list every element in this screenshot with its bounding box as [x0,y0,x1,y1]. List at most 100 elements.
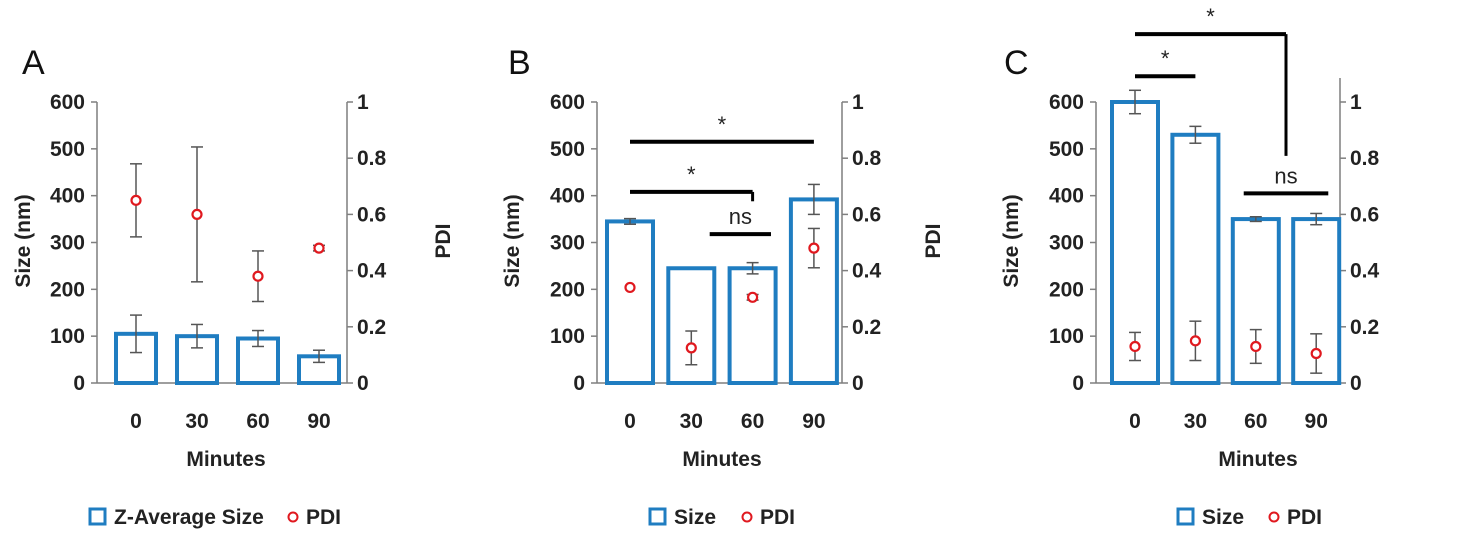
legend-bar-swatch-a [88,507,107,526]
y2-tick-label: 0 [357,372,369,395]
plot-area-a: 0 100 200 300 400 500 600 0 0.2 0.4 0.6 0.8 1 0 30 60 90 [50,91,387,433]
y-tick-label: 400 [550,185,585,208]
legend-size-label-a: Z-Average Size [114,506,264,529]
size-bar [605,219,655,385]
pdi-point [685,342,697,354]
significance-label: * [687,162,696,187]
pdi-point [808,242,820,254]
significance-label: * [718,112,727,137]
panel-a: A 0 100 200 300 400 500 600 0 0.2 0.4 0.6 0.8 1 0 30 60… [12,44,455,529]
panel-label-b: B [508,44,531,82]
y2-tick-label: 0.8 [1350,147,1380,170]
y-tick-label: 600 [50,91,85,114]
y-tick-label: 500 [550,138,585,161]
y-tick-label: 200 [50,278,85,301]
x-tick-label: 90 [307,410,330,433]
y2-tick-label: 0.6 [852,203,881,226]
y2-tick-label: 0 [1350,372,1362,395]
y-tick-label: 300 [550,232,585,255]
x-tick-label: 0 [1129,410,1141,433]
x-tick-label: 30 [1184,410,1207,433]
significance-label: ns [1274,163,1297,188]
legend-size-label-b: Size [674,506,716,529]
y2-tick-label: 0.4 [1350,260,1380,283]
y2-tick-label: 0.2 [1350,316,1379,339]
legend-bar-swatch-c [1176,507,1195,526]
legend-pdi-label-a: PDI [306,506,341,529]
y-tick-label: 200 [1049,278,1084,301]
y2-axis-title-a: PDI [432,223,455,258]
y2-tick-label: 0 [852,372,864,395]
panel-label-c: C [1004,44,1029,82]
legend-size-label-c: Size [1202,506,1244,529]
pdi-point [1189,335,1202,347]
x-axis-title-c: Minutes [1218,448,1297,471]
y-tick-label: 0 [73,372,85,395]
size-bar [666,266,717,385]
y2-tick-label: 0.4 [357,260,387,283]
y2-tick-label: 0.8 [852,147,882,170]
significance-label: * [1161,46,1170,71]
y2-tick-label: 1 [852,91,864,114]
y-tick-label: 400 [50,185,85,208]
panel-b: B 0 100 200 300 400 500 600 0 0.2 0.4 0.6 0.8 1 0 30 60… [501,44,945,529]
y-tick-label: 600 [1049,91,1084,114]
y-tick-label: 600 [550,91,585,114]
y-axis-title-a: Size (nm) [12,194,35,287]
y-tick-label: 100 [550,325,585,348]
x-tick-label: 30 [185,410,208,433]
plot-area-b: 0 100 200 300 400 500 600 0 0.2 0.4 0.6 0.8 1 0 30 60 90… [550,91,882,433]
pdi-point [624,281,636,294]
y2-tick-label: 0.6 [357,203,386,226]
significance-label: ns [729,204,752,229]
y-axis-title-b: Size (nm) [501,194,524,287]
pdi-point [313,242,325,254]
y2-axis-title-b: PDI [922,223,945,258]
y-tick-label: 400 [1049,185,1084,208]
y-tick-label: 100 [50,325,85,348]
pdi-point [130,194,142,206]
legend-pdi-label-b: PDI [760,506,795,529]
y2-tick-label: 1 [1350,91,1362,114]
x-tick-label: 30 [680,410,703,433]
y-tick-label: 300 [1049,232,1084,255]
x-axis-title-a: Minutes [186,448,265,471]
panel-label-a: A [22,44,45,82]
x-tick-label: 0 [624,410,636,433]
y2-tick-label: 0.6 [1350,203,1379,226]
y2-tick-label: 0.2 [357,316,386,339]
legend-pdi-marker-c [1268,511,1280,523]
legend-bar-swatch-b [648,507,667,526]
legend-pdi-marker-b [741,511,753,523]
legend-pdi-marker-a [287,511,299,523]
y-tick-label: 100 [1049,325,1084,348]
x-tick-label: 0 [130,410,142,433]
plot-area-c: 0 100 200 300 400 500 600 0 0.2 0.4 0.6 0.8 1 0 30 60 90… [1049,4,1380,433]
x-tick-label: 60 [1244,410,1267,433]
y-tick-label: 300 [50,232,85,255]
y-tick-label: 0 [573,372,585,395]
y2-tick-label: 0.8 [357,147,387,170]
significance-label: * [1206,4,1215,29]
pdi-point [191,208,203,220]
pdi-point [1310,347,1322,360]
y-axis-title-c: Size (nm) [1000,194,1023,287]
y2-tick-label: 1 [357,91,369,114]
legend-b: Size PDI [648,506,795,529]
y-tick-label: 500 [50,138,85,161]
x-tick-label: 90 [802,410,825,433]
y-tick-label: 500 [1049,138,1084,161]
x-tick-label: 60 [246,410,269,433]
size-bar [727,266,778,385]
x-tick-label: 90 [1305,410,1328,433]
y-tick-label: 0 [1072,372,1084,395]
size-bar [788,197,839,385]
pdi-point [1250,340,1262,353]
x-axis-title-b: Minutes [682,448,761,471]
pdi-point [1129,340,1141,353]
legend-pdi-label-c: PDI [1287,506,1322,529]
y-tick-label: 200 [550,278,585,301]
panel-c: C 0 100 200 300 400 500 600 0 0.2 0.4 0.6 0.8 1 0 30 60… [1000,4,1380,529]
pdi-point [746,291,759,303]
